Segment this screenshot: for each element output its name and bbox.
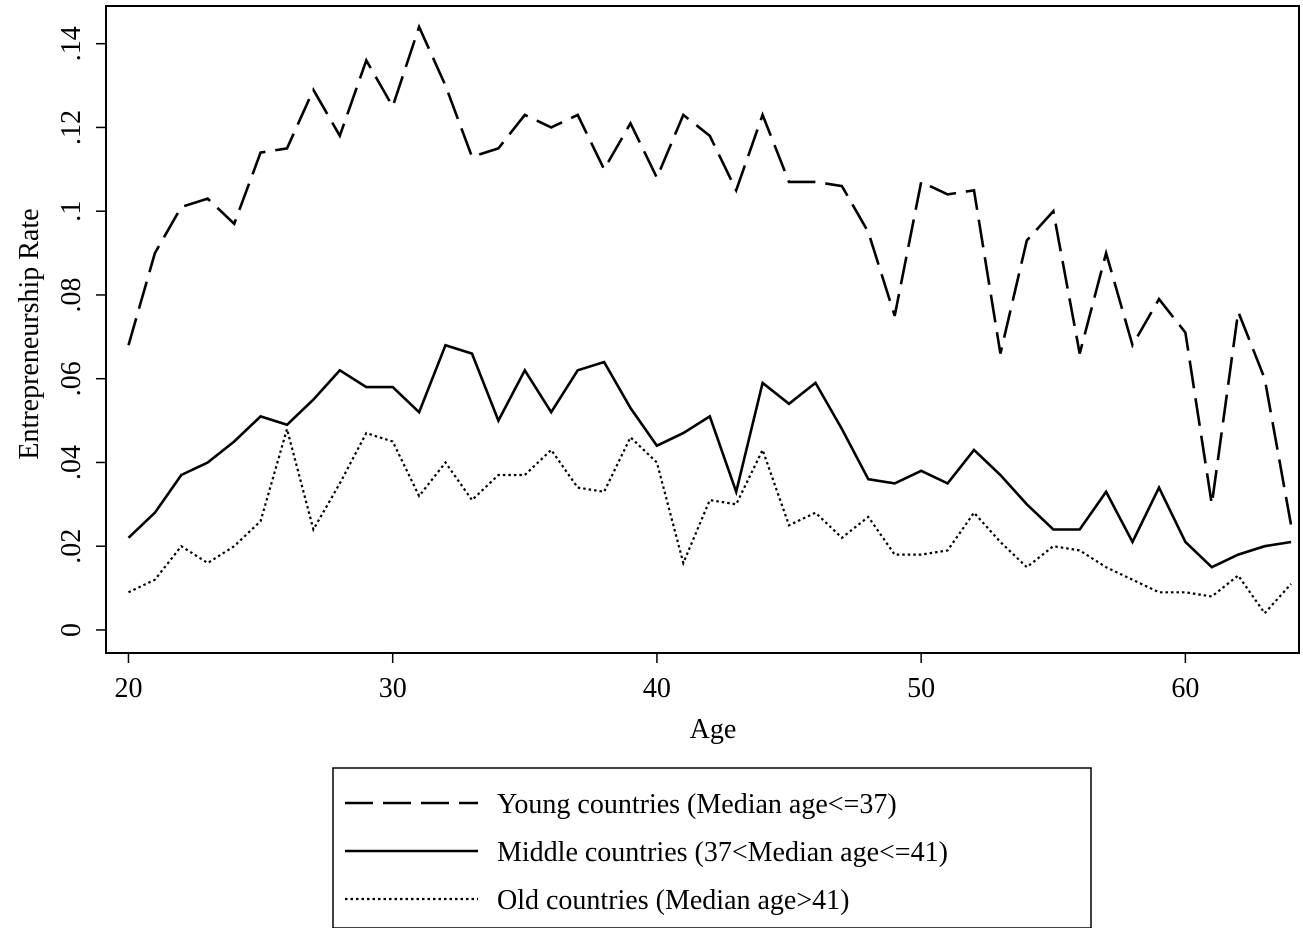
series-line-0 [127,23,1293,526]
x-axis-title: Age [690,714,737,745]
y-tick-label: .14 [56,26,87,61]
y-tick-label: .04 [56,445,87,480]
legend: Young countries (Median age<=37) Middle c… [332,767,1092,928]
series-line-1 [127,343,1292,569]
legend-label-1: Middle countries (37<Median age<=41) [497,837,948,868]
y-tick-label: 0 [56,623,87,637]
x-tick-label: 20 [114,673,142,704]
y-tick-label: .02 [56,529,87,564]
legend-label-0: Young countries (Median age<=37) [497,789,897,820]
legend-box [332,767,1092,928]
y-axis-title: Entrepreneurship Rate [14,208,45,459]
x-axis: 20 30 40 50 60 [114,653,1199,704]
y-tick-label: .1 [56,201,87,222]
y-tick-label: .08 [56,277,87,312]
plot-frame [105,5,1300,654]
y-axis: 0 .02 .04 .06 .08 .1 .12 .14 [56,26,106,637]
x-tick-label: 50 [907,673,935,704]
series-lines [127,23,1293,615]
legend-label-2: Old countries (Median age>41) [497,885,849,916]
x-tick-label: 30 [379,673,407,704]
y-tick-label: .12 [56,110,87,145]
x-tick-label: 60 [1171,673,1199,704]
y-tick-label: .06 [56,361,87,396]
series-line-2 [128,424,1292,615]
x-tick-label: 40 [643,673,671,704]
